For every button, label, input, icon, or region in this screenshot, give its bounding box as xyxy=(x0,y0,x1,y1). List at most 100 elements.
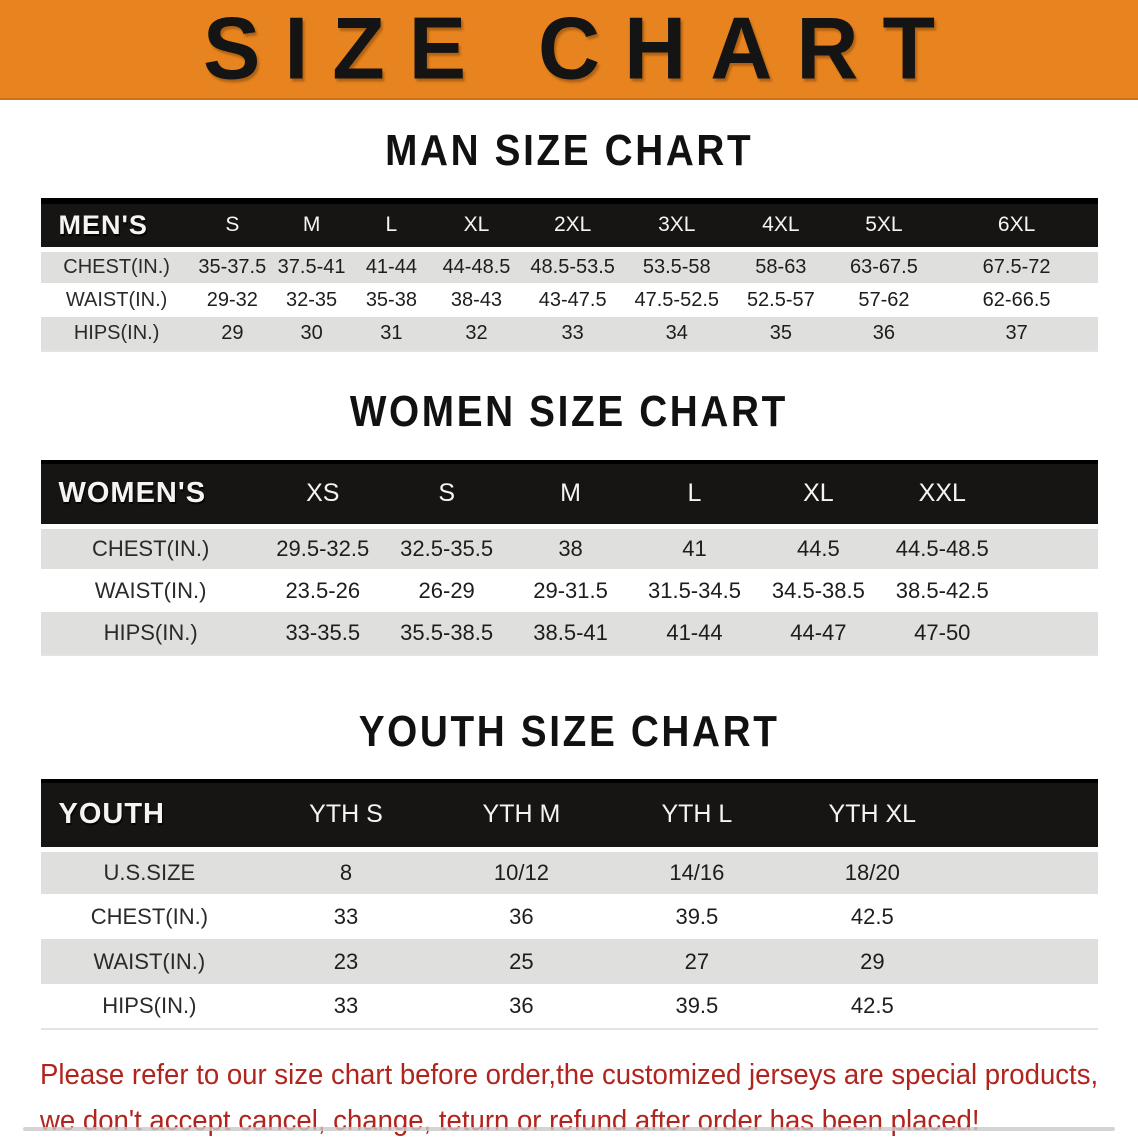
size-column-header: 2XL xyxy=(521,198,624,251)
size-value xyxy=(1004,612,1098,656)
size-value xyxy=(960,846,1098,894)
size-value: 34.5-38.5 xyxy=(756,569,881,612)
disclaimer-line-1: Please refer to our size chart before or… xyxy=(40,1059,1099,1091)
size-value: 36 xyxy=(433,894,610,939)
size-value: 32 xyxy=(431,317,522,352)
size-value: 8 xyxy=(258,846,434,894)
size-value: 29-31.5 xyxy=(508,569,633,612)
size-value: 29.5-32.5 xyxy=(260,523,385,569)
size-value: 23.5-26 xyxy=(260,569,385,612)
size-value: 14/16 xyxy=(609,846,785,894)
size-value xyxy=(960,984,1098,1030)
size-value: 33 xyxy=(258,894,434,939)
row-label: U.S.SIZE xyxy=(40,846,259,894)
size-column-header: YTH XL xyxy=(784,779,961,851)
order-disclaimer: Please refer to our size chart before or… xyxy=(40,1052,1138,1144)
size-header-row: WOMEN'S XS S M L XL XXL xyxy=(40,460,1098,528)
size-value: 37 xyxy=(935,317,1098,352)
size-value: 31.5-34.5 xyxy=(632,569,757,612)
table-row: HIPS(IN.) 29 30 31 32 33 34 35 36 37 xyxy=(40,317,1098,352)
men-section-heading: MAN SIZE CHART xyxy=(0,128,1138,174)
size-column-header: XL xyxy=(431,198,522,251)
size-header-row: MEN'S S M L XL 2XL 3XL 4XL 5XL 6XL xyxy=(40,198,1098,251)
size-column-header: M xyxy=(508,460,633,528)
size-value: 62-66.5 xyxy=(935,283,1098,317)
size-column-header: 4XL xyxy=(729,198,833,251)
size-value: 47-50 xyxy=(880,612,1005,656)
size-value: 35-37.5 xyxy=(192,246,272,283)
row-label: WAIST(IN.) xyxy=(40,939,259,984)
table-row: HIPS(IN.) 33 36 39.5 42.5 xyxy=(40,984,1098,1030)
size-value xyxy=(1004,523,1098,569)
row-label: HIPS(IN.) xyxy=(40,317,193,352)
size-value: 39.5 xyxy=(609,894,785,939)
table-row: CHEST(IN.) 35-37.5 37.5-41 41-44 44-48.5 48.5… xyxy=(40,246,1098,283)
size-value: 29 xyxy=(784,939,961,984)
size-column-header xyxy=(1004,460,1098,528)
size-value: 29 xyxy=(192,317,272,352)
size-value: 41 xyxy=(632,523,757,569)
size-value: 36 xyxy=(832,317,936,352)
womens-size-table: WOMEN'S XS S M L XL XXL CHEST(IN.) 29.5-32.5 32.5… xyxy=(40,460,1098,656)
youth-section-heading: YOUTH SIZE CHART xyxy=(0,709,1138,755)
size-value: 35.5-38.5 xyxy=(384,612,509,656)
table-row: U.S.SIZE 8 10/12 14/16 18/20 xyxy=(40,846,1098,894)
women-section-heading-text: WOMEN SIZE CHART xyxy=(349,387,789,436)
table-row: CHEST(IN.) 29.5-32.5 32.5-35.5 38 41 44.5 44.5… xyxy=(40,523,1098,569)
size-value: 33-35.5 xyxy=(260,612,385,656)
size-value xyxy=(960,939,1098,984)
size-value: 43-47.5 xyxy=(521,283,624,317)
size-value: 29-32 xyxy=(192,283,272,317)
size-value: 58-63 xyxy=(729,246,833,283)
table-row: WAIST(IN.) 29-32 32-35 35-38 38-43 43-47.5 47.… xyxy=(40,283,1098,317)
men-section-heading-text: MAN SIZE CHART xyxy=(384,126,754,175)
size-column-header: L xyxy=(351,198,432,251)
size-value: 41-44 xyxy=(632,612,757,656)
size-value: 32-35 xyxy=(271,283,352,317)
size-column-header: 3XL xyxy=(623,198,730,251)
size-column-header: M xyxy=(271,198,352,251)
banner-title: SIZE CHART xyxy=(203,0,959,98)
size-value: 34 xyxy=(623,317,730,352)
size-value: 63-67.5 xyxy=(832,246,936,283)
size-column-header: XS xyxy=(260,460,385,528)
size-value: 57-62 xyxy=(832,283,936,317)
size-value: 42.5 xyxy=(784,894,961,939)
size-value: 35-38 xyxy=(351,283,432,317)
youth-size-table: YOUTH YTH S YTH M YTH L YTH XL U.S.SIZE 8 10/12… xyxy=(40,779,1098,1030)
size-value: 39.5 xyxy=(609,984,785,1030)
table-row: WAIST(IN.) 23.5-26 26-29 29-31.5 31.5-34.5 34… xyxy=(40,569,1098,612)
size-value: 32.5-35.5 xyxy=(384,523,509,569)
table-row: WAIST(IN.) 23 25 27 29 xyxy=(40,939,1098,984)
size-value: 38.5-42.5 xyxy=(880,569,1005,612)
size-column-header: XL xyxy=(756,460,881,528)
size-value: 23 xyxy=(258,939,434,984)
size-value: 38.5-41 xyxy=(508,612,633,656)
size-value: 33 xyxy=(258,984,434,1030)
size-value: 44.5-48.5 xyxy=(880,523,1005,569)
size-column-header: XXL xyxy=(880,460,1005,528)
size-column-header: S xyxy=(192,198,272,251)
men-size-section: MAN SIZE CHART MEN'S S M L XL 2XL 3XL 4XL 5XL 6XL… xyxy=(0,128,1138,352)
size-value: 53.5-58 xyxy=(623,246,730,283)
size-column-header: S xyxy=(384,460,509,528)
size-column-header: 6XL xyxy=(935,198,1098,251)
size-column-header: YTH M xyxy=(433,779,610,851)
size-value: 25 xyxy=(433,939,610,984)
youth-size-section: YOUTH SIZE CHART YOUTH YTH S YTH M YTH L YTH… xyxy=(0,709,1138,1030)
bottom-edge-shadow xyxy=(22,1127,1116,1131)
size-value: 44-48.5 xyxy=(431,246,522,283)
table-row: HIPS(IN.) 33-35.5 35.5-38.5 38.5-41 41-44 44-… xyxy=(40,612,1098,656)
disclaimer-line-2: we don't accept cancel, change, teturn o… xyxy=(40,1105,980,1137)
mens-size-table: MEN'S S M L XL 2XL 3XL 4XL 5XL 6XL CHEST(IN.) 35-37… xyxy=(40,198,1098,352)
size-value: 27 xyxy=(609,939,785,984)
size-value: 31 xyxy=(351,317,432,352)
size-value: 67.5-72 xyxy=(935,246,1098,283)
size-value: 47.5-52.5 xyxy=(623,283,730,317)
size-value: 18/20 xyxy=(784,846,961,894)
size-value: 38-43 xyxy=(431,283,522,317)
size-value: 10/12 xyxy=(433,846,610,894)
size-value xyxy=(960,894,1098,939)
size-value: 38 xyxy=(508,523,633,569)
size-chart-banner: SIZE CHART xyxy=(0,0,1138,100)
